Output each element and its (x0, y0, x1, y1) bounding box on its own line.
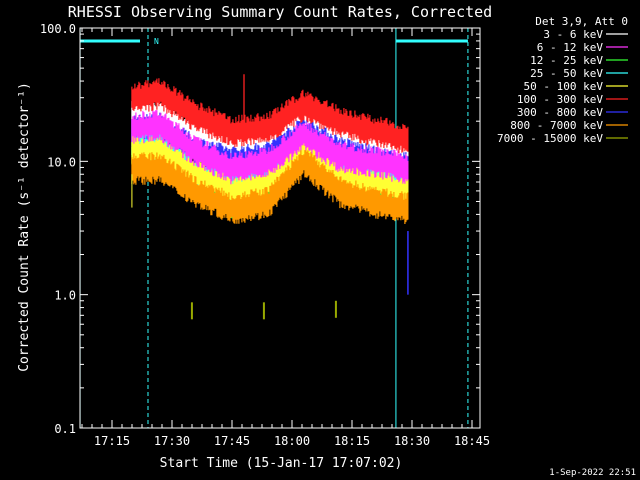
y-tick-label: 0.1 (54, 422, 76, 436)
x-tick-label: 17:30 (154, 434, 190, 448)
series-6-12keV (131, 109, 409, 185)
y-axis-label: Corrected Count Rate (s⁻¹ detector⁻¹) (17, 82, 32, 372)
legend-label: 50 - 100 keV (524, 80, 604, 93)
legend-label: 800 - 7000 keV (510, 119, 603, 132)
night-marker: N (154, 37, 159, 46)
x-tick-label: 18:15 (334, 434, 370, 448)
axes-layer: 100.0 10.0 1.0 0.1 17:15 17:30 17:45 18:00 18:15… (40, 22, 490, 448)
y-tick-label: 10.0 (47, 155, 76, 169)
x-tick-label: 18:00 (274, 434, 310, 448)
y-tick-label: 100.0 (40, 22, 76, 36)
legend-label: 12 - 25 keV (530, 54, 603, 67)
series-100-300keV (131, 78, 409, 154)
legend-label: 7000 - 15000 keV (497, 132, 603, 145)
y-tick-label: 1.0 (54, 289, 76, 303)
legend-header: Det 3,9, Att 0 (535, 15, 628, 28)
series-layer (131, 74, 409, 320)
x-tick-label: 17:15 (94, 434, 130, 448)
legend-label: 3 - 6 keV (543, 28, 603, 41)
x-axis-label: Start Time (15-Jan-17 17:07:02) (160, 456, 403, 471)
legend-label: 25 - 50 keV (530, 67, 603, 80)
legend-label: 6 - 12 keV (537, 41, 604, 54)
series-800-7000keV (131, 150, 409, 224)
x-tick-label: 18:30 (394, 434, 430, 448)
legend-label: 100 - 300 keV (517, 93, 603, 106)
chart-title: RHESSI Observing Summary Count Rates, Co… (68, 3, 492, 21)
x-tick-label: 18:45 (454, 434, 490, 448)
timestamp: 1-Sep-2022 22:51 (549, 468, 636, 478)
legend-label: 300 - 800 keV (517, 106, 603, 119)
plot-frame (79, 27, 481, 429)
x-tick-label: 17:45 (214, 434, 250, 448)
